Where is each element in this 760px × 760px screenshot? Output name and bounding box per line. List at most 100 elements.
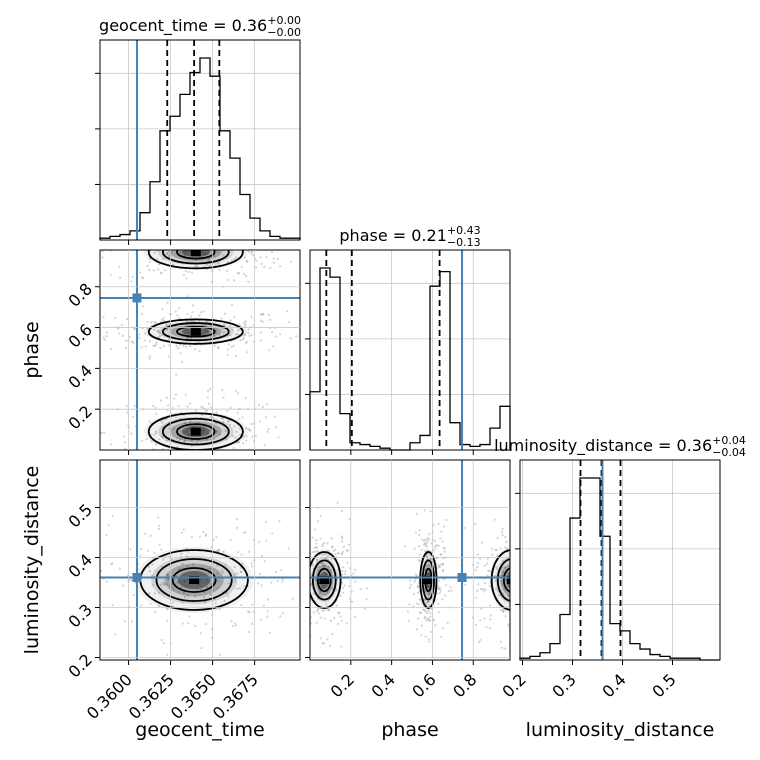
- sample-point: [287, 320, 291, 324]
- sample-point: [517, 564, 519, 566]
- sample-point: [186, 430, 189, 433]
- sample-point: [476, 553, 480, 556]
- sample-point: [134, 233, 136, 235]
- sample-point: [192, 245, 194, 247]
- sample-point: [177, 579, 180, 583]
- sample-point: [146, 460, 148, 462]
- sample-point: [177, 568, 181, 571]
- sample-point: [523, 600, 525, 602]
- sample-point: [336, 501, 339, 504]
- sample-point: [237, 329, 240, 332]
- sample-point: [198, 535, 201, 538]
- sample-point: [532, 542, 534, 544]
- sample-point: [166, 237, 168, 239]
- sample-point: [552, 585, 554, 587]
- sample-point: [449, 586, 452, 589]
- sample-point: [186, 332, 189, 335]
- sample-point: [342, 566, 345, 569]
- sample-point: [196, 265, 199, 268]
- sample-point: [235, 243, 237, 245]
- sample-point: [444, 594, 447, 597]
- sample-point: [511, 553, 513, 555]
- sample-point: [213, 243, 215, 245]
- x-tick-label-phase: 0.2: [327, 670, 358, 701]
- sample-point: [344, 569, 347, 573]
- y-tick-label-luminosity-distance: 0.2: [65, 650, 96, 681]
- sample-point: [512, 550, 514, 552]
- sample-point: [184, 345, 188, 349]
- sample-point: [187, 247, 189, 249]
- sample-point: [243, 333, 246, 336]
- sample-point: [174, 416, 178, 419]
- y-axis-label-phase: phase: [21, 321, 43, 378]
- sample-point: [515, 569, 517, 571]
- sample-point: [196, 469, 198, 471]
- sample-point: [409, 579, 412, 582]
- sample-point: [180, 411, 183, 414]
- sample-point: [444, 584, 448, 587]
- sample-point: [300, 584, 302, 586]
- sample-point: [513, 543, 515, 545]
- sample-point: [523, 580, 525, 582]
- sample-point: [322, 593, 325, 596]
- sample-point: [319, 591, 322, 594]
- sample-point: [330, 571, 333, 574]
- sample-point: [326, 542, 329, 545]
- sample-point: [124, 339, 128, 342]
- sample-point: [240, 603, 243, 607]
- sample-point: [165, 574, 169, 577]
- sample-point: [189, 315, 193, 318]
- sample-point: [516, 557, 518, 559]
- sample-point: [154, 443, 157, 446]
- sample-point: [183, 451, 185, 453]
- sample-point: [408, 586, 411, 589]
- sample-point: [350, 590, 354, 593]
- sample-point: [171, 230, 173, 232]
- sample-point: [319, 637, 322, 640]
- sample-point: [254, 246, 256, 248]
- sample-point: [419, 598, 422, 602]
- sample-point: [549, 588, 551, 590]
- density-peak: [189, 576, 200, 584]
- sample-point: [184, 393, 187, 396]
- sample-point: [205, 329, 208, 332]
- sample-point: [157, 455, 159, 457]
- sample-point: [91, 250, 93, 252]
- sample-point: [221, 327, 224, 330]
- sample-point: [187, 433, 190, 436]
- sample-point: [463, 526, 466, 529]
- sample-point: [504, 647, 507, 650]
- sample-point: [237, 392, 240, 395]
- sample-point: [505, 547, 508, 550]
- sample-point: [189, 242, 191, 244]
- sample-point: [523, 597, 525, 599]
- sample-point: [252, 610, 255, 613]
- sample-point: [247, 280, 250, 283]
- sample-point: [493, 574, 497, 577]
- sample-point: [241, 562, 244, 565]
- sample-point: [417, 603, 421, 606]
- sample-point: [218, 653, 222, 656]
- sample-point: [525, 561, 527, 563]
- sample-point: [409, 584, 413, 587]
- histogram-geocent-time: [99, 57, 301, 240]
- sample-point: [322, 562, 325, 565]
- sample-point: [130, 578, 133, 582]
- sample-point: [186, 555, 189, 558]
- sample-point: [207, 259, 210, 263]
- sample-point: [523, 587, 525, 589]
- sample-point: [428, 553, 431, 557]
- sample-point: [175, 344, 178, 348]
- sample-point: [203, 324, 207, 327]
- sample-point: [243, 531, 246, 534]
- sample-point: [266, 223, 268, 225]
- sample-point: [474, 569, 477, 572]
- sample-point: [168, 250, 171, 253]
- sample-point: [345, 622, 349, 625]
- sample-point: [227, 420, 230, 423]
- sample-point: [266, 615, 269, 618]
- sample-point: [200, 233, 202, 235]
- sample-point: [180, 586, 183, 589]
- sample-point: [188, 428, 191, 431]
- sample-point: [282, 595, 284, 597]
